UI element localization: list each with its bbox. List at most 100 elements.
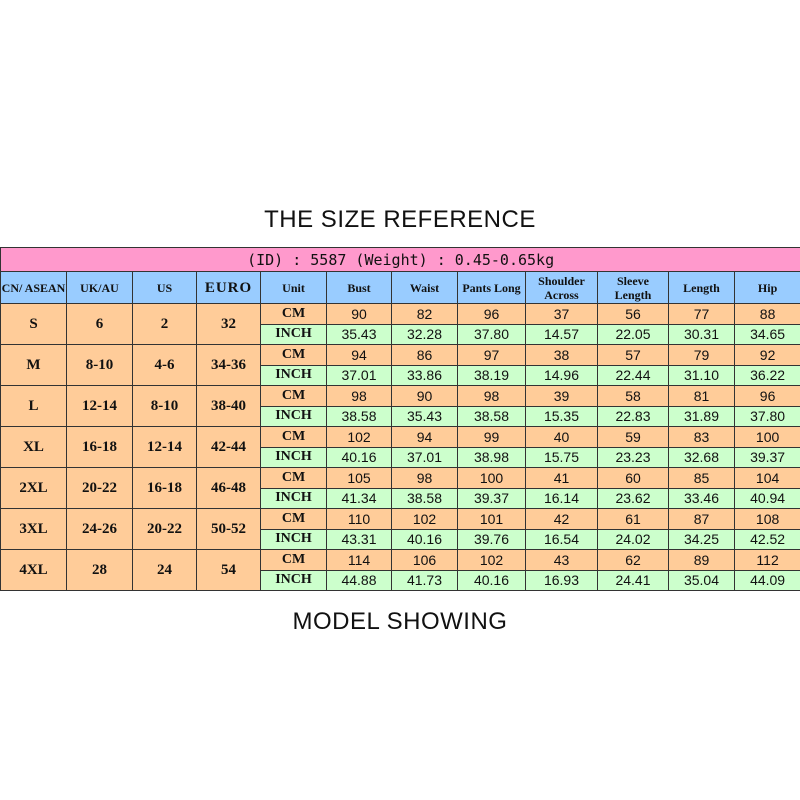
measurement-cell: 40.16 [457,569,526,591]
size-row-inch: INCH 40.16 37.01 38.98 15.75 23.23 32.68 39.37 [1,446,800,468]
size-euro: 34-36 [196,344,261,386]
size-uk: 12-14 [66,385,133,427]
measurement-cell: 40 [525,426,598,448]
measurement-cell: 86 [391,344,458,366]
measurement-cell: 23.23 [597,446,669,468]
measurement-cell: 35.04 [668,569,735,591]
size-cn: M [0,344,67,386]
size-row-cm: XL 16-18 12-14 42-44 CM 102 94 99 40 59 83 100 [0,426,800,468]
column-header: UK/AU [66,271,133,304]
size-cn: 3XL [0,508,67,550]
measurement-cell: 37.80 [457,323,526,345]
measurement-cell: 100 [457,467,526,489]
measurement-cell: 101 [457,508,526,530]
size-row-inch: INCH 35.43 32.28 37.80 14.57 22.05 30.31 34.65 [1,323,800,345]
column-header: Waist [391,271,458,304]
measurement-cell: 102 [391,508,458,530]
header-row: CN/ ASEAN UK/AU US EURO Unit Bust Waist Pants L… [0,271,800,304]
measurement-cell: 58 [597,385,669,407]
unit-label: INCH [260,405,327,427]
size-us: 20-22 [132,508,197,550]
size-cn: S [0,303,67,345]
measurement-cell: 22.83 [597,405,669,427]
measurement-cell: 15.35 [525,405,598,427]
measurement-cell: 43 [525,549,598,571]
measurement-cell: 79 [668,344,735,366]
measurement-cell: 22.44 [597,364,669,386]
size-uk: 6 [66,303,133,345]
measurement-cell: 36.22 [733,364,800,386]
measurement-cell: 85 [668,467,735,489]
size-euro: 42-44 [196,426,261,468]
measurement-cell: 96 [457,303,526,325]
size-cn: XL [0,426,67,468]
unit-label: INCH [260,323,327,345]
measurement-cell: 31.89 [668,405,735,427]
measurement-cell: 102 [457,549,526,571]
size-euro: 46-48 [196,467,261,509]
column-header: CN/ ASEAN [0,271,67,304]
unit-label: CM [260,549,327,571]
measurement-cell: 108 [733,508,800,530]
measurement-cell: 98 [326,385,392,407]
size-row-cm: 4XL 28 24 54 CM 114 106 102 43 62 89 112 [0,549,800,591]
measurement-cell: 16.54 [525,528,598,550]
measurement-cell: 83 [668,426,735,448]
measurement-cell: 114 [326,549,392,571]
measurement-cell: 38 [525,344,598,366]
measurement-cell: 40.16 [326,446,392,468]
size-euro: 50-52 [196,508,261,550]
measurement-cell: 33.86 [391,364,458,386]
size-row-inch: INCH 37.01 33.86 38.19 14.96 22.44 31.10 36.22 [1,364,800,386]
column-header: US [132,271,197,304]
measurement-cell: 39.37 [733,446,800,468]
size-row-inch: INCH 41.34 38.58 39.37 16.14 23.62 33.46 40.94 [1,487,800,509]
size-row-cm: S 6 2 32 CM 90 82 96 37 56 77 88 [0,303,800,345]
measurement-cell: 106 [391,549,458,571]
size-euro: 38-40 [196,385,261,427]
unit-label: CM [260,344,327,366]
measurement-cell: 40.16 [391,528,458,550]
size-uk: 16-18 [66,426,133,468]
measurement-cell: 104 [733,467,800,489]
measurement-cell: 44.88 [326,569,392,591]
size-cn: 2XL [0,467,67,509]
measurement-cell: 16.14 [525,487,598,509]
column-header: Hip [733,271,800,304]
size-uk: 8-10 [66,344,133,386]
measurement-cell: 41 [525,467,598,489]
measurement-cell: 98 [457,385,526,407]
size-row-inch: INCH 38.58 35.43 38.58 15.35 22.83 31.89 37.80 [1,405,800,427]
measurement-cell: 41.34 [326,487,392,509]
measurement-cell: 14.96 [525,364,598,386]
measurement-cell: 81 [668,385,735,407]
measurement-cell: 33.46 [668,487,735,509]
measurement-cell: 110 [326,508,392,530]
measurement-cell: 82 [391,303,458,325]
measurement-cell: 57 [597,344,669,366]
measurement-cell: 41.73 [391,569,458,591]
measurement-cell: 94 [326,344,392,366]
measurement-cell: 38.58 [457,405,526,427]
size-row-cm: L 12-14 8-10 38-40 CM 98 90 98 39 58 81 96 [0,385,800,427]
measurement-cell: 34.25 [668,528,735,550]
size-euro: 32 [196,303,261,345]
measurement-cell: 42.52 [733,528,800,550]
measurement-cell: 88 [733,303,800,325]
measurement-cell: 102 [326,426,392,448]
measurement-cell: 60 [597,467,669,489]
column-header: EURO [196,271,261,304]
measurement-cell: 87 [668,508,735,530]
unit-label: CM [260,385,327,407]
unit-label: INCH [260,528,327,550]
size-row-cm: M 8-10 4-6 34-36 CM 94 86 97 38 57 79 92 [0,344,800,386]
unit-label: INCH [260,569,327,591]
measurement-cell: 30.31 [668,323,735,345]
column-header: Length [668,271,735,304]
measurement-cell: 43.31 [326,528,392,550]
measurement-cell: 99 [457,426,526,448]
measurement-cell: 100 [733,426,800,448]
measurement-cell: 38.98 [457,446,526,468]
size-us: 16-18 [132,467,197,509]
measurement-cell: 56 [597,303,669,325]
